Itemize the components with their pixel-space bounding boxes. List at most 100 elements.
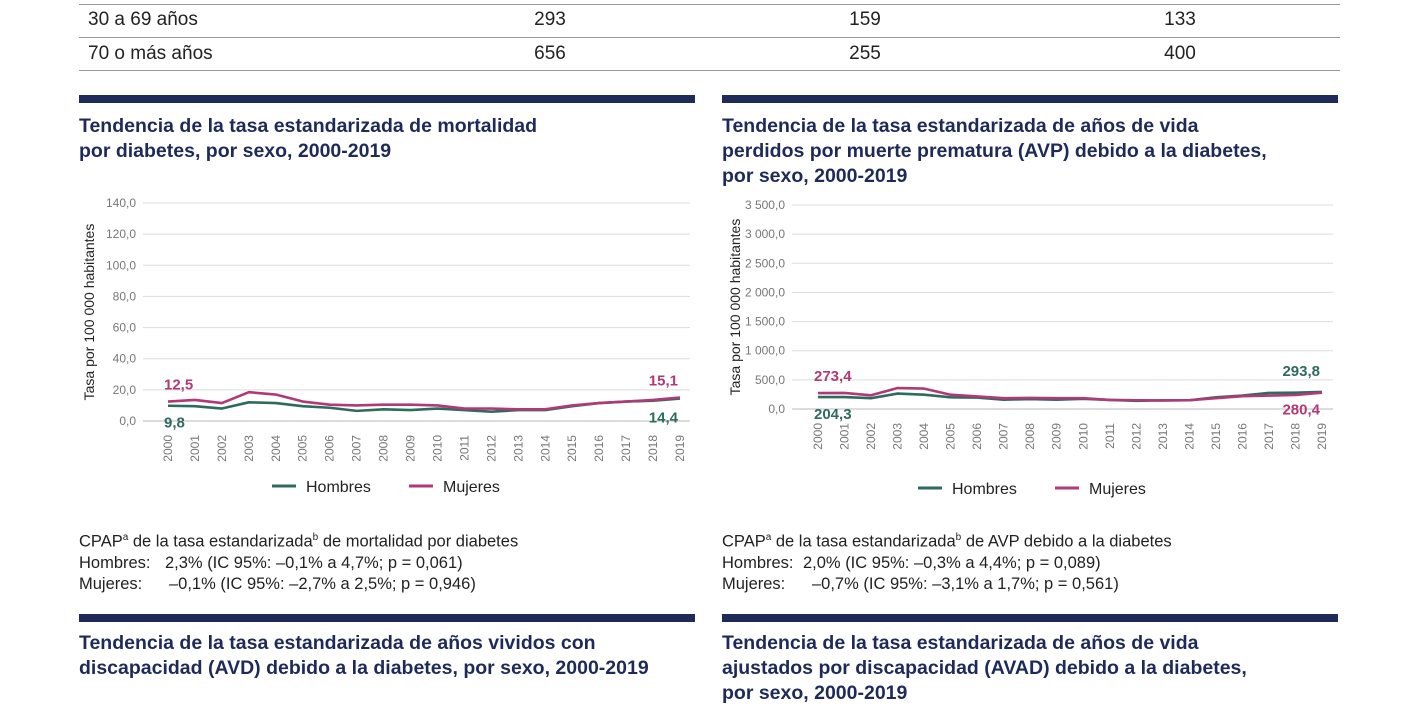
title-line: Tendencia de la tasa estandarizada de añ… xyxy=(722,632,1199,654)
y-tick-label: 0,0 xyxy=(119,414,136,428)
row-label: 70 o más años xyxy=(88,43,213,64)
x-tick-label: 2013 xyxy=(1156,423,1170,450)
section-bar xyxy=(79,614,695,622)
y-axis-label: Tasa por 100 000 habitantes xyxy=(81,224,97,401)
stats-heading: CPAPa de la tasa estandarizadab de morta… xyxy=(79,527,518,553)
x-tick-label: 2018 xyxy=(1288,423,1302,450)
footnote-a: a xyxy=(765,532,772,543)
data-label: 12,5 xyxy=(164,377,193,394)
stats-text: de la tasa estandarizada xyxy=(771,532,956,551)
x-tick-label: 2018 xyxy=(646,435,660,462)
x-tick-label: 2003 xyxy=(891,423,905,450)
stats-value: –0,1% (IC 95%: –2,7% a 2,5%; p = 0,946) xyxy=(169,574,476,593)
cell-value: 159 xyxy=(849,9,881,30)
x-tick-label: 2015 xyxy=(1209,423,1223,450)
x-tick-label: 2004 xyxy=(917,423,931,450)
stats-text: de AVP debido a la diabetes xyxy=(961,532,1172,551)
y-tick-label: 3 000,0 xyxy=(745,227,785,241)
cell-value: 656 xyxy=(534,43,566,64)
title-line: por sexo, 2000-2019 xyxy=(722,165,908,187)
x-tick-label: 2000 xyxy=(811,423,825,450)
x-tick-label: 2002 xyxy=(215,435,229,462)
table-rule xyxy=(79,37,1340,38)
data-label: 9,8 xyxy=(164,415,185,432)
y-tick-label: 120,0 xyxy=(106,227,136,241)
title-line: Tendencia de la tasa estandarizada de añ… xyxy=(79,632,596,654)
data-label: 14,4 xyxy=(649,410,679,427)
cpap-stats-mortalidad: CPAPa de la tasa estandarizadab de morta… xyxy=(79,527,518,595)
y-tick-label: 0,0 xyxy=(768,402,785,416)
x-tick-label: 2016 xyxy=(592,435,606,462)
x-tick-label: 2003 xyxy=(242,435,256,462)
y-tick-label: 1 000,0 xyxy=(745,344,785,358)
x-tick-label: 2009 xyxy=(404,435,418,462)
title-line: ajustados por discapacidad (AVAD) debido… xyxy=(722,657,1247,679)
x-tick-label: 2010 xyxy=(430,435,444,462)
section-bar xyxy=(722,95,1338,103)
x-tick-label: 2007 xyxy=(350,435,364,462)
row-label: 30 a 69 años xyxy=(88,9,198,30)
stats-text: CPAP xyxy=(79,532,123,551)
stats-value: 2,0% (IC 95%: –0,3% a 4,4%; p = 0,089) xyxy=(803,553,1101,572)
y-tick-label: 2 000,0 xyxy=(745,285,785,299)
footnote-b: b xyxy=(312,532,319,543)
stats-label: Hombres: xyxy=(79,553,151,572)
legend-label-hombres: Hombres xyxy=(952,481,1017,498)
y-tick-label: 60,0 xyxy=(113,321,137,335)
legend-label-mujeres: Mujeres xyxy=(1089,481,1146,498)
title-line: por sexo, 2000-2019 xyxy=(722,682,908,704)
y-tick-label: 500,0 xyxy=(755,373,785,387)
footnote-b: b xyxy=(955,532,962,543)
title-line: discapacidad (AVD) debido a la diabetes,… xyxy=(79,657,649,679)
data-label: 293,8 xyxy=(1282,363,1320,380)
legend-label-mujeres: Mujeres xyxy=(443,479,500,496)
y-tick-label: 80,0 xyxy=(113,289,137,303)
title-line: por diabetes, por sexo, 2000-2019 xyxy=(79,140,392,162)
x-tick-label: 2011 xyxy=(457,435,471,461)
x-tick-label: 2012 xyxy=(1129,423,1143,450)
chart-title-mortalidad: Tendencia de la tasa estandarizada de mo… xyxy=(79,114,537,164)
x-tick-label: 2014 xyxy=(1182,423,1196,450)
legend-label-hombres: Hombres xyxy=(306,479,371,496)
y-axis-label: Tasa por 100 000 habitantes xyxy=(727,219,743,396)
chart-title-avad: Tendencia de la tasa estandarizada de añ… xyxy=(722,631,1247,706)
x-tick-label: 2010 xyxy=(1076,423,1090,450)
stats-value: 2,3% (IC 95%: –0,1% a 4,7%; p = 0,061) xyxy=(165,553,463,572)
x-tick-label: 2006 xyxy=(970,423,984,450)
data-label: 15,1 xyxy=(649,372,678,389)
x-tick-label: 2006 xyxy=(323,435,337,462)
cell-value: 400 xyxy=(1164,43,1196,64)
stats-heading: CPAPa de la tasa estandarizadab de AVP d… xyxy=(722,527,1172,553)
cpap-stats-avp: CPAPa de la tasa estandarizadab de AVP d… xyxy=(722,527,1172,595)
chart-title-avp: Tendencia de la tasa estandarizada de añ… xyxy=(722,114,1267,189)
data-label: 204,3 xyxy=(814,406,852,423)
series-line-mujeres xyxy=(817,386,1323,402)
x-tick-label: 2005 xyxy=(296,435,310,462)
title-line: Tendencia de la tasa estandarizada de mo… xyxy=(79,115,538,137)
stats-label: Mujeres: xyxy=(722,574,786,593)
chart-title-avd: Tendencia de la tasa estandarizada de añ… xyxy=(79,631,649,681)
stats-value: –0,7% (IC 95%: –3,1% a 1,7%; p = 0,561) xyxy=(812,574,1119,593)
x-tick-label: 2002 xyxy=(864,423,878,450)
y-tick-label: 100,0 xyxy=(106,258,136,272)
x-tick-label: 2001 xyxy=(188,435,202,462)
x-tick-label: 2012 xyxy=(484,435,498,462)
x-tick-label: 2004 xyxy=(269,435,283,462)
x-tick-label: 2017 xyxy=(1262,423,1276,450)
section-bar xyxy=(79,95,695,103)
cell-value: 293 xyxy=(534,9,566,30)
y-tick-label: 2 500,0 xyxy=(745,256,785,270)
x-tick-label: 2017 xyxy=(619,435,633,462)
stats-text: CPAP xyxy=(722,532,766,551)
y-tick-label: 1 500,0 xyxy=(745,315,785,329)
stats-label: Mujeres: xyxy=(79,574,143,593)
data-label: 273,4 xyxy=(814,368,852,385)
title-line: perdidos por muerte prematura (AVP) debi… xyxy=(722,140,1267,162)
footnote-a: a xyxy=(122,532,129,543)
x-tick-label: 2007 xyxy=(997,423,1011,450)
section-bar xyxy=(722,614,1338,622)
stats-label: Hombres: xyxy=(722,553,794,572)
stats-text: de la tasa estandarizada xyxy=(128,532,313,551)
